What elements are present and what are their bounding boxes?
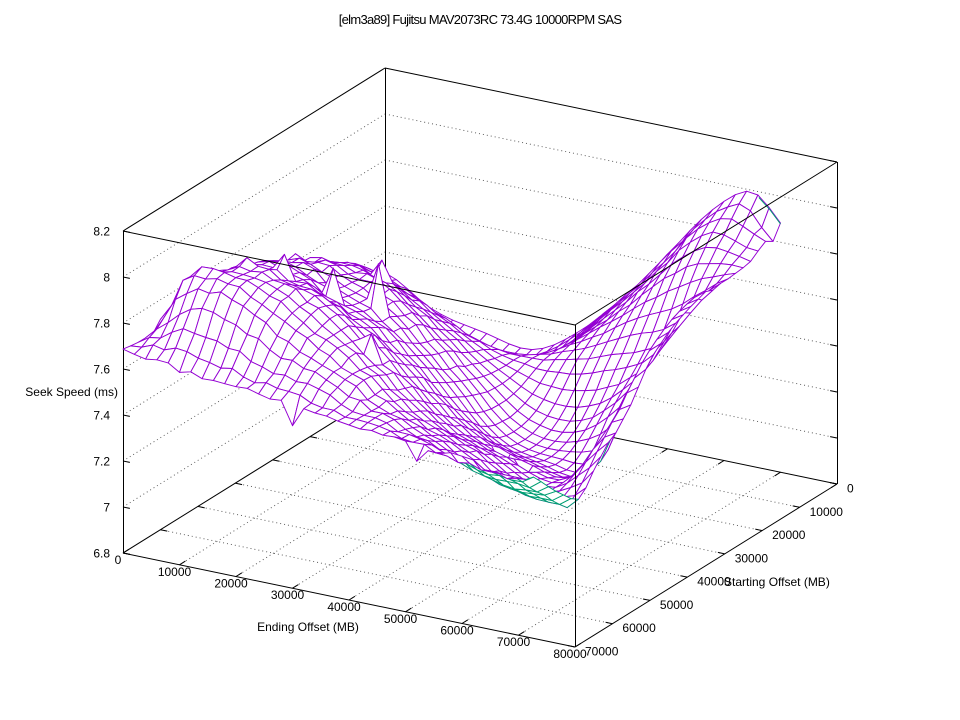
svg-text:7.6: 7.6: [93, 363, 110, 377]
svg-text:8: 8: [103, 271, 110, 285]
svg-text:20000: 20000: [772, 528, 806, 542]
svg-text:[elm3a89] Fujitsu MAV2073RC 73: [elm3a89] Fujitsu MAV2073RC 73.4G 10000R…: [339, 12, 623, 27]
svg-text:50000: 50000: [384, 612, 418, 626]
svg-text:6.8: 6.8: [93, 547, 110, 561]
svg-text:80000: 80000: [553, 647, 587, 661]
svg-text:30000: 30000: [271, 588, 305, 602]
svg-text:10000: 10000: [158, 565, 192, 579]
svg-text:70000: 70000: [497, 635, 531, 649]
svg-text:7.8: 7.8: [93, 317, 110, 331]
svg-text:70000: 70000: [585, 645, 619, 659]
svg-text:30000: 30000: [735, 551, 769, 565]
svg-text:8.2: 8.2: [93, 225, 110, 239]
svg-text:40000: 40000: [697, 575, 731, 589]
svg-text:40000: 40000: [327, 600, 361, 614]
svg-text:50000: 50000: [660, 598, 694, 612]
svg-text:Starting Offset (MB): Starting Offset (MB): [724, 575, 830, 589]
svg-text:60000: 60000: [622, 621, 656, 635]
svg-text:Ending Offset (MB): Ending Offset (MB): [257, 620, 359, 634]
svg-text:60000: 60000: [440, 624, 474, 638]
svg-text:Seek Speed (ms): Seek Speed (ms): [25, 385, 118, 399]
svg-text:0: 0: [115, 553, 122, 567]
svg-text:10000: 10000: [810, 505, 844, 519]
svg-text:20000: 20000: [214, 577, 248, 591]
svg-text:7.4: 7.4: [93, 409, 110, 423]
svg-text:7: 7: [103, 501, 110, 515]
svg-text:7.2: 7.2: [93, 455, 110, 469]
svg-text:0: 0: [847, 482, 854, 496]
